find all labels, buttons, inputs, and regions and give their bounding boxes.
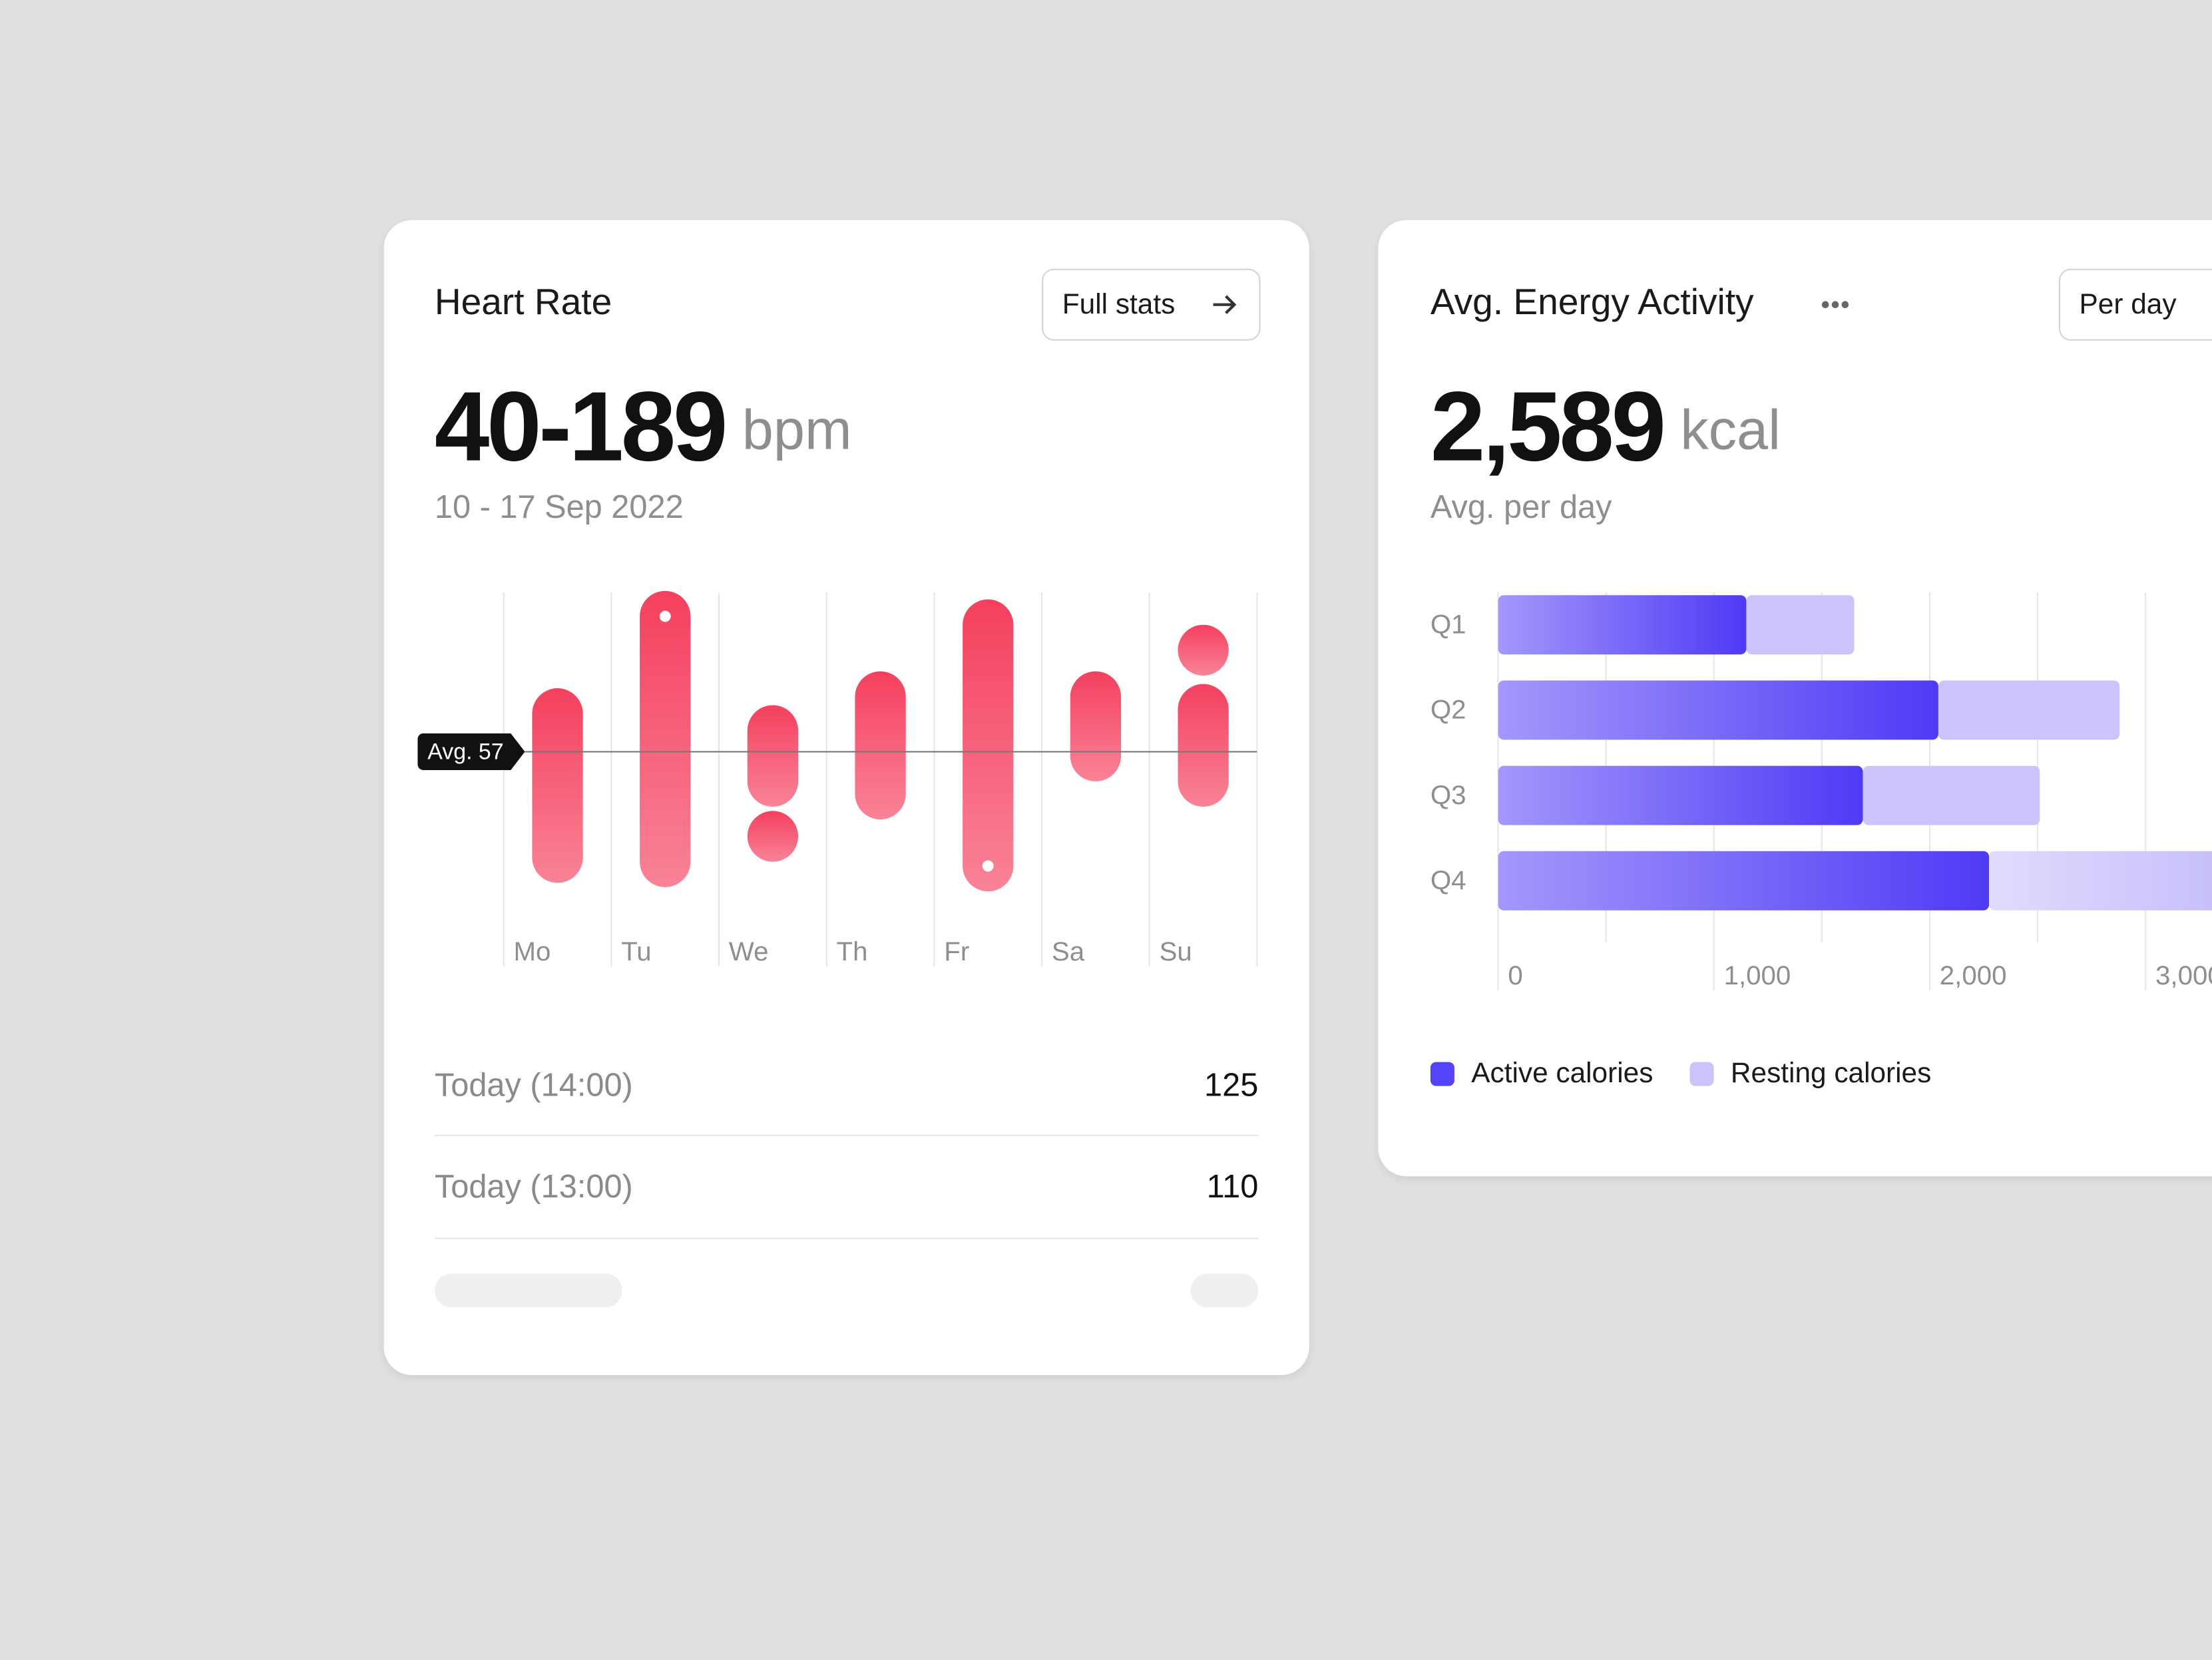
x-tick-label: 2,000 [1940, 960, 2007, 990]
bar-segment [1498, 595, 1747, 655]
card [383, 220, 1309, 1375]
legend-label: Resting calories [1731, 1057, 1931, 1088]
subtitle: Avg. per day [1431, 489, 1612, 525]
range-bar [855, 671, 906, 820]
y-tick-label: Q3 [1431, 780, 1466, 810]
bar-segment [1498, 851, 1990, 911]
button-label[interactable]: Per day [2080, 288, 2177, 319]
bar-segment [1989, 851, 2212, 911]
row-value: 125 [1204, 1068, 1258, 1104]
bar-segment [1498, 765, 1863, 825]
button[interactable]: Per day [2058, 268, 2212, 341]
headline: 40-189 bpm [435, 372, 852, 482]
bar-segment [1938, 680, 2120, 740]
range-bar [747, 705, 799, 807]
x-tick-label: We [729, 936, 769, 966]
range-bar [532, 688, 583, 883]
bar-segment [1498, 680, 1938, 740]
x-tick-label: 3,000 [2155, 960, 2212, 990]
y-tick-label: Q2 [1431, 695, 1466, 725]
x-tick-label: Su [1160, 936, 1192, 966]
x-tick-label: Th [837, 936, 868, 966]
headline: 2,589 kcal [1431, 372, 1781, 482]
x-tick-label: Tu [621, 936, 651, 966]
min-marker [982, 860, 994, 872]
card-title: Heart Rate [435, 281, 612, 322]
range-bar [640, 590, 691, 887]
range-bar [963, 599, 1014, 892]
range-bar [1178, 624, 1229, 676]
row-value: 110 [1207, 1169, 1259, 1205]
bar-segment [1863, 765, 2040, 825]
row-label: Today (13:00) [435, 1169, 633, 1205]
y-tick-label: Q1 [1431, 609, 1466, 639]
subtitle: 10 - 17 Sep 2022 [435, 489, 684, 525]
headline-unit: kcal [1680, 398, 1781, 461]
button-frame[interactable] [1042, 268, 1261, 341]
max-marker [659, 610, 671, 622]
button[interactable]: Full stats [1042, 268, 1261, 341]
headline-unit: bpm [742, 398, 852, 461]
legend-swatch [1430, 1062, 1454, 1086]
x-tick-label: 0 [1508, 960, 1522, 990]
more-icon[interactable] [1821, 301, 1849, 308]
x-tick-label: Mo [514, 936, 551, 966]
x-tick-label: Fr [944, 936, 969, 966]
button-label[interactable]: Full stats [1062, 288, 1175, 319]
headline-value: 2,589 [1431, 372, 1663, 482]
legend-swatch [1689, 1062, 1714, 1086]
average-label: Avg. 57 [427, 739, 503, 764]
x-tick-label: Sa [1052, 936, 1085, 966]
button-frame[interactable] [2058, 268, 2212, 341]
range-bar [1178, 684, 1229, 807]
x-tick-label: 1,000 [1724, 960, 1791, 990]
arrow-icon[interactable] [1213, 295, 1237, 314]
y-tick-label: Q4 [1431, 865, 1466, 895]
average-tag [417, 733, 525, 770]
legend-label: Active calories [1471, 1057, 1653, 1088]
skeleton [1190, 1273, 1259, 1308]
energy-chart: 0 1,000 2,000 3,000 Q1 Q2 Q3 Q4 Active calories R… [1430, 592, 2212, 1088]
headline-value: 40-189 [435, 372, 725, 482]
range-bar [1070, 671, 1122, 781]
row-label: Today (14:00) [435, 1068, 633, 1104]
heart-chart: Mo Tu We Th Fr Sa Su Avg. 57 [417, 590, 1258, 966]
skeleton [434, 1273, 622, 1308]
range-bar [747, 811, 799, 862]
card-title: Avg. Energy Activity [1431, 281, 1754, 322]
bar-segment [1746, 595, 1855, 655]
